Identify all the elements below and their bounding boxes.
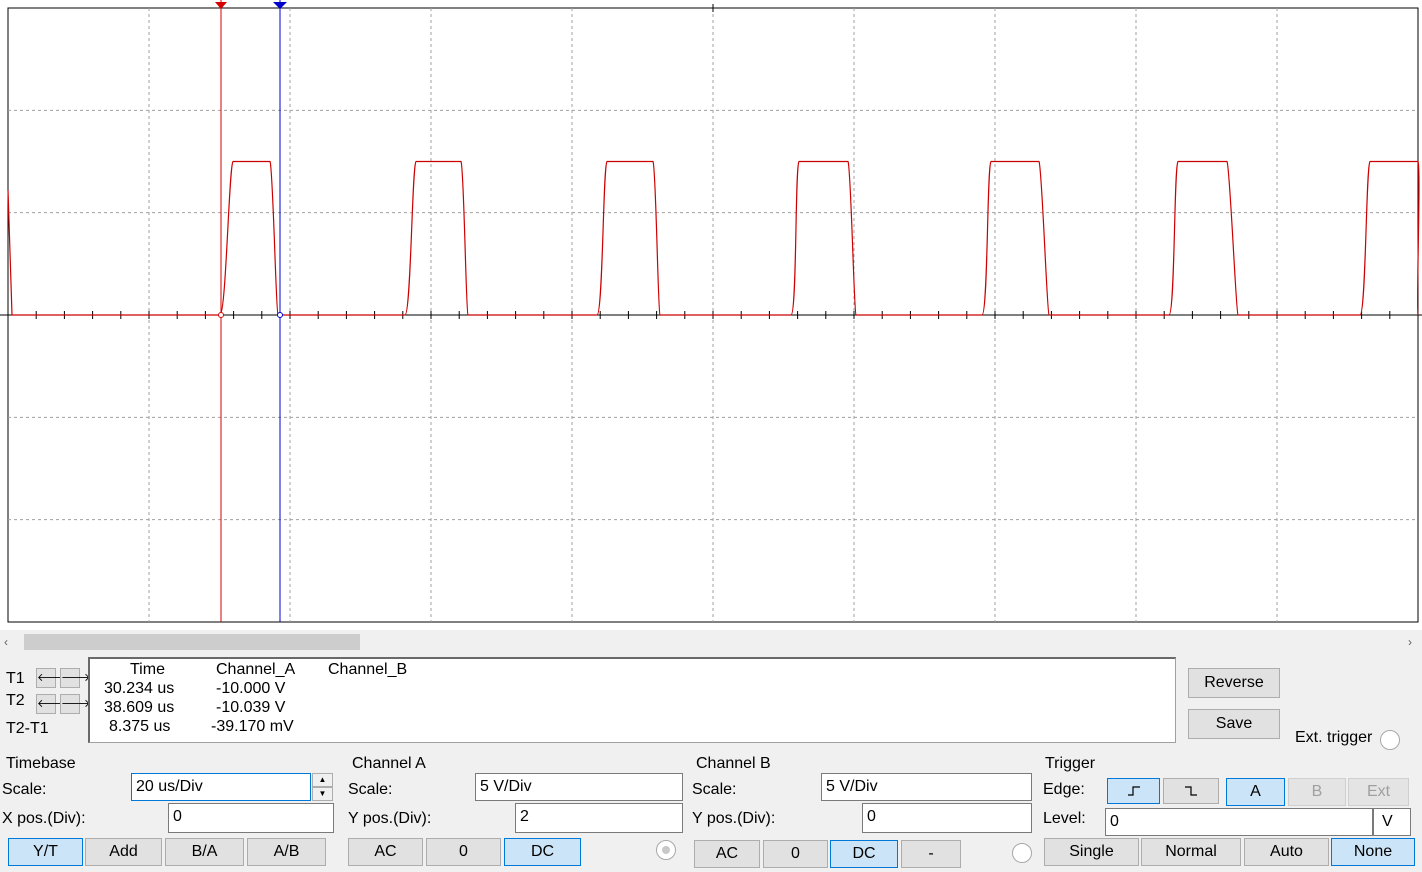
channel-a-ypos-field[interactable]: 2 — [515, 803, 683, 833]
trigger-source-a-button[interactable]: A — [1226, 778, 1285, 806]
rising-edge-button[interactable] — [1107, 778, 1160, 804]
t1-time-value: 30.234 us — [104, 680, 175, 697]
cursor-t1-marker-icon — [215, 2, 227, 9]
header-channel-b: Channel_B — [328, 661, 408, 678]
trigger-auto-button[interactable]: Auto — [1244, 838, 1329, 866]
trigger-level-unit[interactable]: V — [1373, 808, 1411, 836]
trigger-level-label: Level: — [1043, 810, 1086, 827]
timebase-title: Timebase — [6, 755, 76, 772]
t2-channel-a-value: -10.039 V — [216, 699, 286, 716]
cursor-t2-point — [277, 312, 283, 318]
channel-a-zero-button[interactable]: 0 — [426, 838, 501, 866]
timebase-scale-field[interactable]: 20 us/Div — [131, 773, 311, 801]
cursor-readout-table: Time Channel_A Channel_B 30.234 us -10.0… — [88, 657, 1176, 743]
t2-t1-label: T2-T1 — [6, 720, 49, 737]
trigger-source-b-button[interactable]: B — [1288, 778, 1346, 806]
horizontal-scrollbar[interactable]: ‹ › — [0, 632, 1422, 652]
channel-b-ypos-field[interactable]: 0 — [862, 803, 1032, 833]
t2-right-button[interactable]: 🡒 — [60, 694, 91, 714]
trigger-normal-button[interactable]: Normal — [1141, 838, 1241, 866]
scope-display[interactable] — [0, 0, 1422, 630]
channel-a-title: Channel A — [352, 755, 426, 772]
timebase-scale-label: Scale: — [2, 781, 47, 798]
trigger-level-field[interactable]: 0 — [1105, 808, 1373, 836]
t1-channel-a-value: -10.000 V — [216, 680, 286, 697]
falling-edge-icon — [1185, 786, 1197, 796]
header-channel-a: Channel_A — [216, 661, 296, 678]
t1-right-button[interactable]: 🡒 — [60, 668, 91, 688]
channel-a-scale-field[interactable]: 5 V/Div — [475, 773, 683, 801]
mode-yt-button[interactable]: Y/T — [8, 838, 83, 866]
channel-b-invert-button[interactable]: - — [901, 840, 961, 868]
timebase-xpos-label: X pos.(Div): — [2, 810, 86, 827]
channel-b-dc-button[interactable]: DC — [830, 840, 898, 868]
header-time: Time — [130, 661, 165, 678]
mode-ab-button[interactable]: A/B — [247, 838, 326, 866]
save-button[interactable]: Save — [1188, 709, 1280, 739]
scrollbar-thumb[interactable] — [24, 634, 360, 650]
t1-left-button[interactable]: 🡐 — [36, 668, 67, 688]
channel-a-terminal[interactable] — [656, 840, 676, 860]
mode-add-button[interactable]: Add — [85, 838, 162, 866]
scroll-right-arrow[interactable]: › — [1408, 635, 1412, 649]
trigger-source-ext-button[interactable]: Ext — [1348, 778, 1409, 806]
diff-channel-a-value: -39.170 mV — [211, 718, 294, 735]
scope-plot — [0, 0, 1422, 623]
diff-time-value: 8.375 us — [109, 718, 171, 735]
arrow-right-icon: 🡒 — [61, 672, 91, 684]
timebase-xpos-field[interactable]: 0 — [168, 803, 334, 833]
channel-a-trace — [7, 160, 1420, 316]
scroll-left-arrow[interactable]: ‹ — [4, 635, 8, 649]
channel-a-ac-button[interactable]: AC — [348, 838, 423, 866]
channel-b-ac-button[interactable]: AC — [694, 840, 760, 868]
spin-up-icon[interactable]: ▲ — [312, 773, 333, 787]
t2-left-button[interactable]: 🡐 — [36, 694, 67, 714]
channel-b-title: Channel B — [696, 755, 771, 772]
channel-b-scale-label: Scale: — [692, 781, 737, 798]
arrow-left-icon: 🡐 — [37, 672, 67, 684]
t1-label: T1 — [6, 670, 25, 687]
trigger-single-button[interactable]: Single — [1044, 838, 1139, 866]
trigger-none-button[interactable]: None — [1331, 838, 1415, 866]
spin-down-icon[interactable]: ▼ — [312, 787, 333, 801]
channel-a-dc-button[interactable]: DC — [504, 838, 581, 866]
channel-b-zero-button[interactable]: 0 — [763, 840, 828, 868]
ext-trigger-terminal[interactable] — [1380, 730, 1400, 750]
reverse-button[interactable]: Reverse — [1188, 668, 1280, 698]
mode-ba-button[interactable]: B/A — [165, 838, 244, 866]
rising-edge-icon — [1127, 786, 1140, 796]
falling-edge-button[interactable] — [1163, 778, 1219, 804]
arrow-left-icon: 🡐 — [37, 698, 67, 710]
channel-b-scale-field[interactable]: 5 V/Div — [821, 773, 1032, 801]
channel-b-ypos-label: Y pos.(Div): — [692, 810, 776, 827]
trigger-title: Trigger — [1045, 755, 1096, 772]
timebase-scale-spinner[interactable]: ▲ ▼ — [312, 773, 333, 801]
ext-trigger-label: Ext. trigger — [1295, 729, 1373, 746]
channel-b-terminal[interactable] — [1012, 843, 1032, 863]
cursor-t1-point — [218, 312, 224, 318]
t2-label: T2 — [6, 692, 25, 709]
channel-a-scale-label: Scale: — [348, 781, 393, 798]
channel-a-ypos-label: Y pos.(Div): — [348, 810, 432, 827]
trigger-edge-label: Edge: — [1043, 781, 1085, 798]
t2-time-value: 38.609 us — [104, 699, 175, 716]
cursor-t2-marker-icon — [273, 2, 287, 9]
arrow-right-icon: 🡒 — [61, 698, 91, 710]
